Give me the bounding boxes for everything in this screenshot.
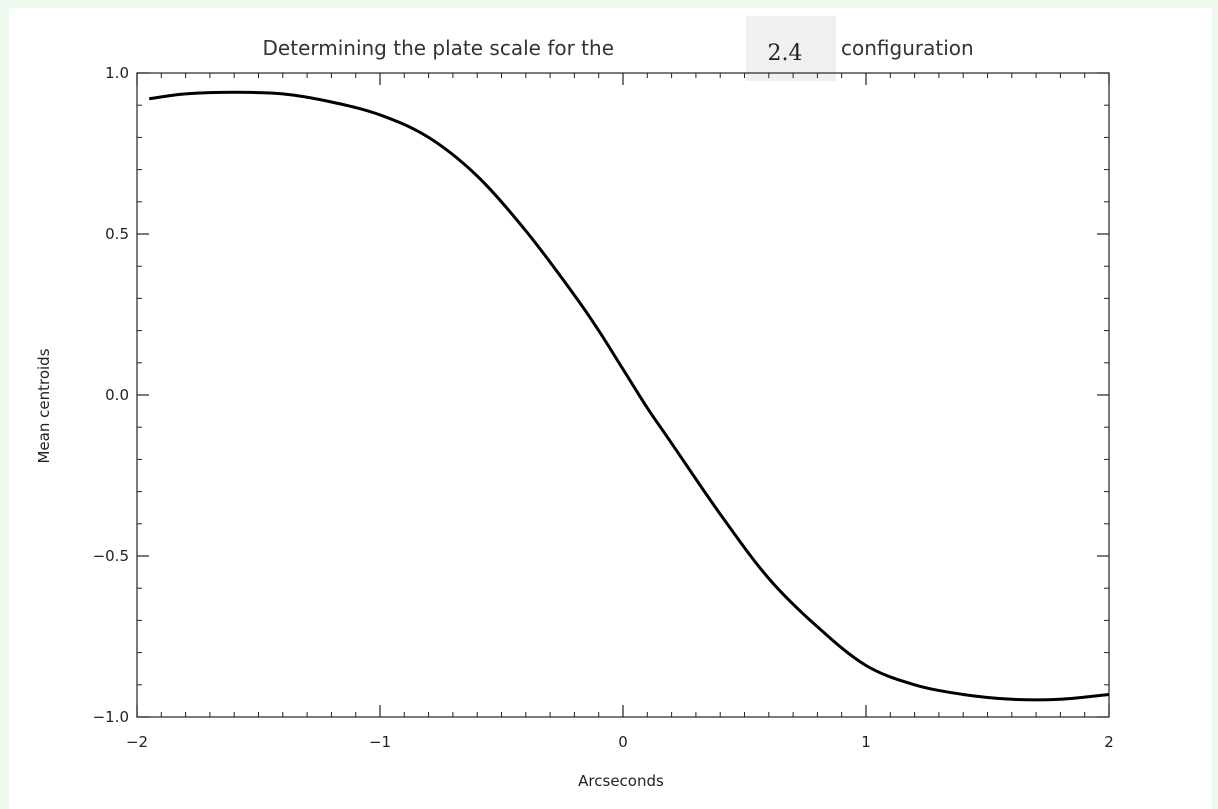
series-line-0 — [149, 90, 1110, 702]
y-tick-label: 1.0 — [105, 64, 129, 82]
chart-title-value: 2.4 — [768, 41, 803, 66]
x-tick-label: 1 — [861, 733, 871, 751]
x-tick-label: −2 — [126, 733, 148, 751]
y-tick-label: −1.0 — [93, 708, 129, 726]
y-tick-label: 0.0 — [105, 386, 129, 404]
chart: Determining the plate scale for the 2.4 … — [35, 16, 1114, 790]
ticks — [136, 72, 1110, 718]
series — [149, 90, 1110, 702]
x-axis-title: Arcseconds — [578, 772, 664, 790]
tick-labels: −2 −1 0 1 2 1.0 0.5 0.0 −0.5 −1.0 — [93, 64, 1114, 751]
chart-title-prefix: Determining the plate scale for the — [263, 36, 614, 60]
x-tick-label: 0 — [618, 733, 628, 751]
y-tick-label: −0.5 — [93, 547, 129, 565]
chart-frame: Determining the plate scale for the 2.4 … — [9, 8, 1212, 809]
y-axis-title: Mean centroids — [35, 348, 53, 463]
y-tick-label: 0.5 — [105, 225, 129, 243]
x-tick-label: 2 — [1104, 733, 1114, 751]
chart-title-suffix: configuration — [841, 36, 974, 60]
plot-frame — [136, 72, 1110, 718]
axes — [136, 72, 1110, 718]
title-value-box — [746, 16, 836, 81]
x-tick-label: −1 — [369, 733, 391, 751]
